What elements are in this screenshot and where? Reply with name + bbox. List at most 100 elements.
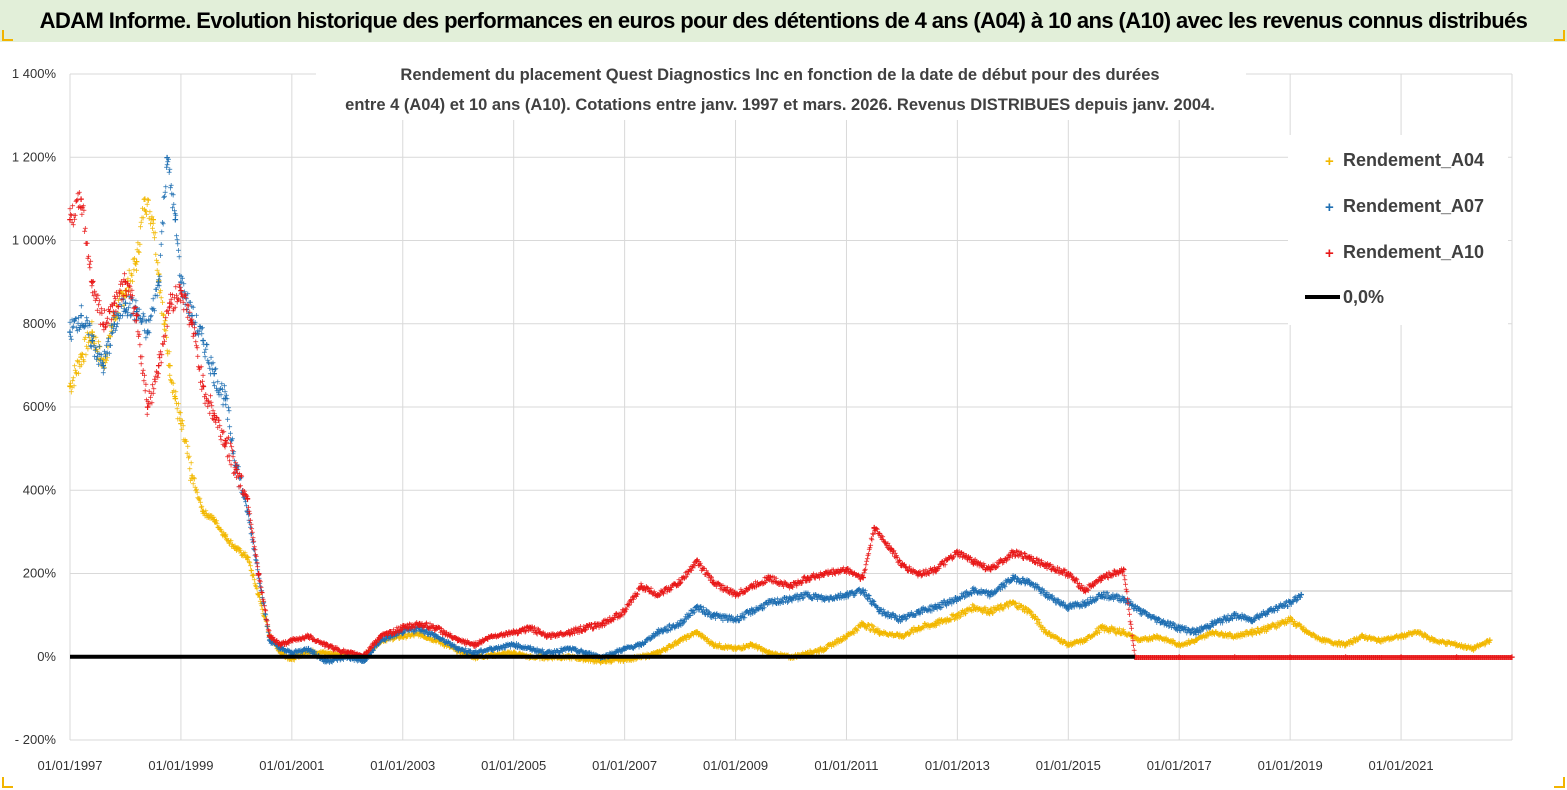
data-point-a04: + — [304, 649, 310, 660]
data-point-a04: + — [408, 630, 414, 641]
selection-handle-top-right[interactable] — [1554, 30, 1565, 41]
data-point-a04: + — [526, 654, 532, 665]
data-point-a04: + — [532, 654, 538, 665]
data-point-a04: + — [324, 648, 330, 659]
data-point-a04: + — [255, 590, 261, 601]
data-point-a04: + — [219, 528, 225, 539]
data-point-a04: + — [1414, 627, 1420, 639]
data-point-a04: + — [199, 502, 205, 513]
x-axis: 01/01/1997 01/01/1999 01/01/2001 01/01/2003… — [37, 758, 1433, 773]
data-point-a04: + — [268, 635, 274, 646]
data-point-a04: + — [176, 400, 182, 411]
data-point-a04: + — [455, 646, 461, 657]
y-tick-label: 1 200% — [12, 149, 57, 164]
data-point-a04: + — [213, 518, 219, 529]
data-point-a04: + — [99, 355, 105, 366]
data-point-a04: + — [444, 640, 450, 651]
data-point-a04: + — [669, 640, 675, 651]
data-point-a04: + — [110, 309, 116, 320]
data-point-a04: + — [430, 637, 436, 648]
data-point-a04: + — [418, 631, 424, 642]
data-point-a04: + — [256, 590, 262, 601]
data-point-a04: + — [106, 333, 112, 344]
data-point-a04: + — [108, 327, 114, 338]
data-point-a04: + — [685, 631, 691, 642]
data-point-a04: + — [703, 635, 709, 646]
selection-handle-bottom-left[interactable] — [2, 777, 13, 788]
data-point-a04: + — [512, 649, 518, 660]
data-point-a04: + — [130, 255, 136, 266]
data-point-a04: + — [107, 321, 113, 332]
data-point-a04: + — [683, 635, 689, 646]
data-point-a04: + — [618, 655, 624, 666]
data-point-a04: + — [394, 632, 400, 643]
data-point-a04: + — [182, 437, 188, 448]
data-point-a04: + — [158, 286, 164, 297]
data-point-a04: + — [675, 639, 681, 650]
data-point-a04: + — [632, 655, 638, 666]
data-point-a04: + — [716, 641, 722, 652]
data-point-a04: + — [412, 629, 418, 640]
data-point-a04: + — [1231, 631, 1237, 643]
data-point-a04: + — [289, 654, 295, 665]
data-point-a04: + — [251, 575, 257, 586]
data-point-a04: + — [433, 635, 439, 647]
data-point-a04: + — [237, 544, 243, 555]
data-point-a04: + — [277, 649, 283, 660]
data-point-a04: + — [699, 630, 705, 641]
data-point-a04: + — [573, 654, 579, 665]
selection-handle-bottom-right[interactable] — [1554, 777, 1565, 788]
data-point-a04: + — [170, 388, 176, 399]
data-point-a04: + — [458, 647, 464, 658]
data-point-a04: + — [78, 350, 84, 361]
data-point-a04: + — [595, 656, 601, 667]
data-point-a04: + — [510, 648, 516, 659]
data-point-a04: + — [111, 310, 117, 322]
data-point-a04: + — [593, 655, 599, 666]
data-point-a04: + — [278, 648, 284, 660]
data-point-a04: + — [651, 649, 657, 660]
data-point-a04: + — [172, 392, 178, 403]
data-point-a04: + — [507, 647, 513, 658]
x-tick-label: 01/01/2019 — [1258, 758, 1323, 773]
data-point-a04: + — [505, 649, 511, 660]
data-point-a04: + — [1453, 639, 1459, 651]
y-tick-label: 400% — [23, 482, 57, 497]
data-point-a04: + — [371, 645, 377, 656]
data-point-a04: + — [134, 246, 140, 257]
data-point-a04: + — [490, 649, 496, 660]
data-point-a04: + — [678, 634, 684, 645]
data-point-a04: + — [321, 649, 327, 660]
data-point-a04: + — [86, 338, 92, 349]
data-point-a04: + — [167, 360, 173, 372]
data-point-a04: + — [274, 645, 280, 656]
data-point-a04: + — [449, 642, 455, 653]
data-point-a10: + — [164, 322, 170, 333]
data-point-a04: + — [137, 240, 143, 251]
data-point-a04: + — [611, 656, 617, 667]
data-point-a04: + — [206, 511, 212, 522]
data-point-a04: + — [78, 352, 84, 364]
selection-handle-top-left[interactable] — [2, 30, 13, 41]
data-point-a04: + — [556, 654, 562, 665]
data-point-a04: + — [625, 655, 631, 666]
data-point-a04: + — [361, 654, 367, 665]
data-point-a04: + — [611, 655, 617, 666]
data-point-a04: + — [130, 277, 136, 288]
data-point-a04: + — [877, 627, 883, 639]
data-point-a04: + — [687, 631, 693, 642]
data-point-a04: + — [673, 640, 679, 651]
data-point-a04: + — [253, 582, 259, 593]
data-point-a04: + — [151, 228, 157, 239]
data-point-a04: + — [420, 632, 426, 643]
data-point-a04: + — [226, 539, 232, 550]
data-point-a04: + — [702, 634, 708, 645]
data-point-a04: + — [317, 649, 323, 660]
data-point-a04: + — [649, 649, 655, 660]
data-point-a04: + — [638, 654, 644, 665]
data-point-a04: + — [186, 453, 192, 464]
data-point-a04: + — [581, 655, 587, 666]
data-point-a04: + — [542, 655, 548, 666]
data-point-a04: + — [67, 381, 73, 393]
